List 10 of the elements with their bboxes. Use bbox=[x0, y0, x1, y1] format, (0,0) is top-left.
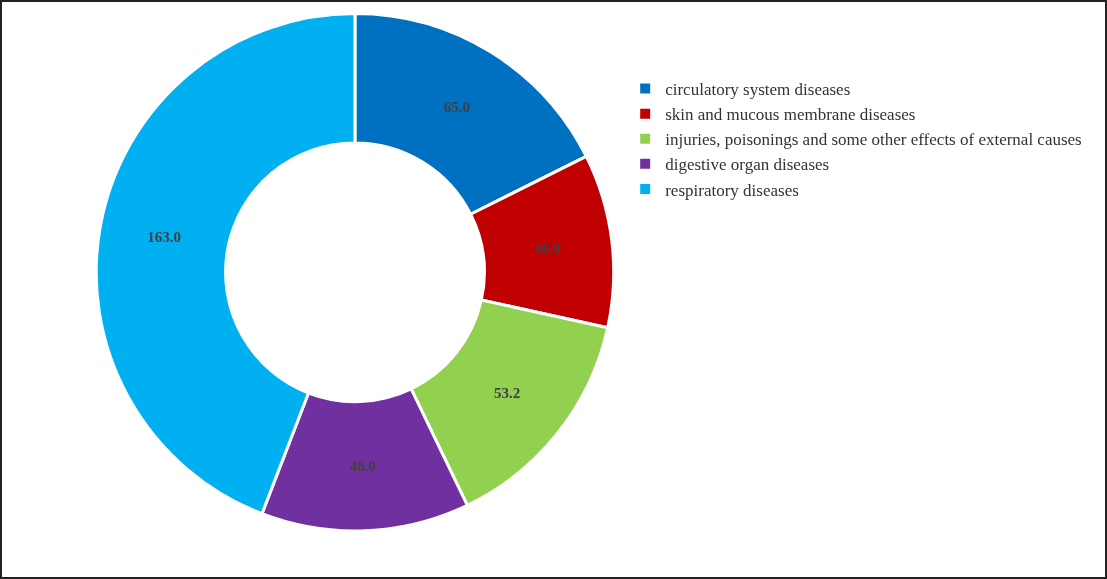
legend-label: injuries, poisonings and some other effects of external causes bbox=[665, 130, 1082, 150]
legend-label: circulatory system diseases bbox=[665, 80, 851, 100]
legend-label: digestive organ diseases bbox=[665, 155, 830, 175]
data-label: 163.0 bbox=[147, 228, 182, 245]
data-label: 48.0 bbox=[349, 458, 377, 475]
data-label: 40.0 bbox=[534, 240, 561, 257]
legend-label: respiratory diseases bbox=[665, 180, 799, 200]
legend-label: skin and mucous membrane diseases bbox=[665, 105, 916, 125]
data-label: 65.0 bbox=[443, 99, 471, 116]
data-label: 53.2 bbox=[494, 384, 521, 401]
